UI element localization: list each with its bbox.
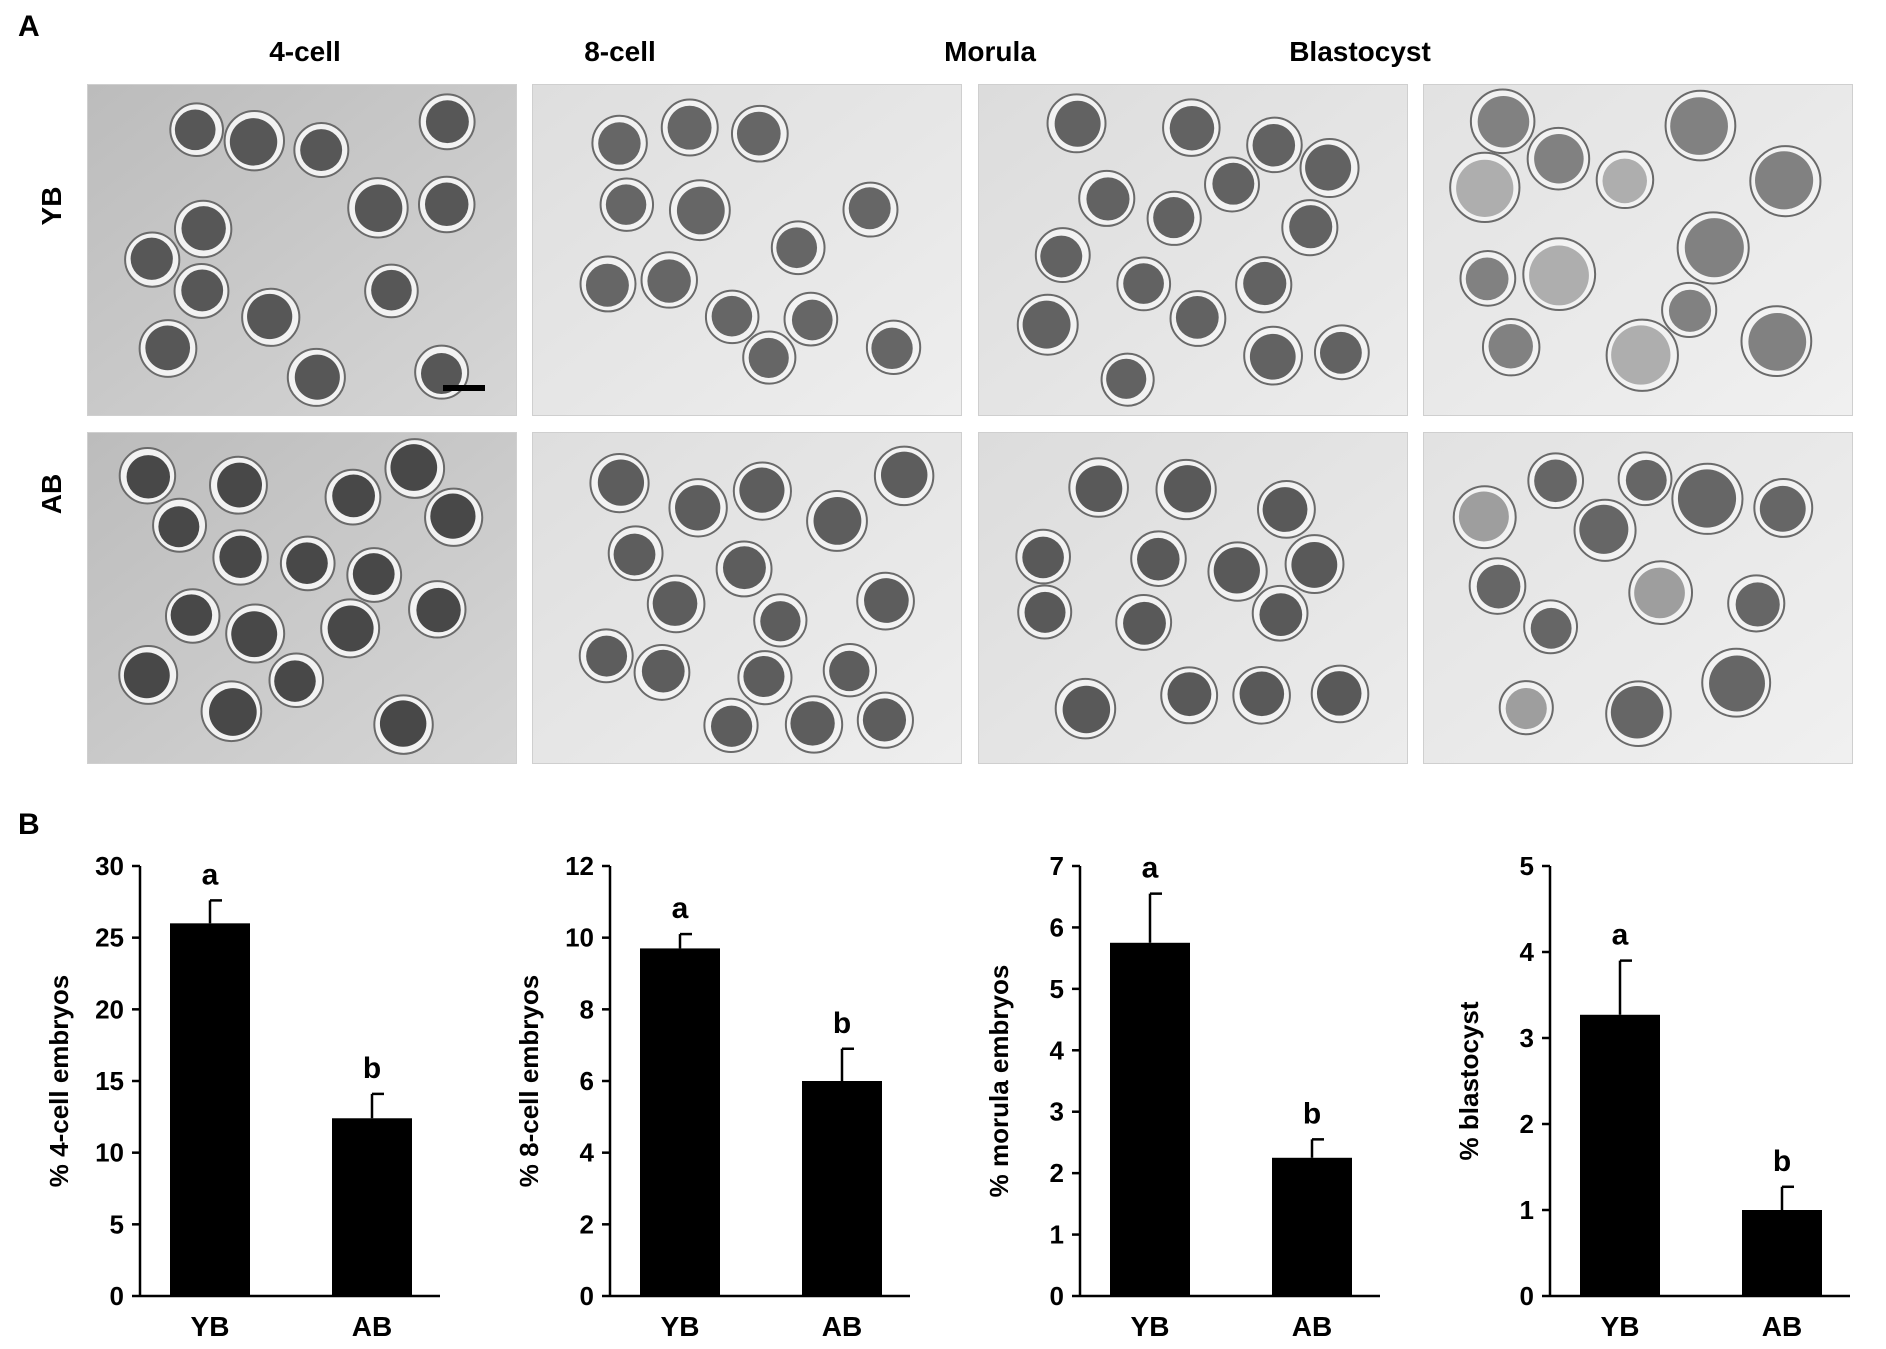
y-tick-label: 2 — [1520, 1109, 1534, 1139]
y-tick-label: 25 — [95, 923, 124, 953]
chart-plot-area: 0 5 10 15 20 25 30 % 4-cell embryos a YB b AB — [44, 851, 440, 1342]
y-axis-label: % blastocyst — [1454, 1001, 1484, 1160]
bar-ab — [802, 1081, 882, 1296]
y-tick-label: 5 — [110, 1209, 124, 1239]
significance-letter-yb: a — [1142, 852, 1159, 885]
column-title-morula: Morula — [944, 36, 1036, 67]
y-tick-label: 2 — [580, 1209, 594, 1239]
chart-4-cell-embryos: 0 5 10 15 20 25 30 % 4-cell embryos a YB b AB — [44, 851, 440, 1342]
micrograph-yb-8-cell — [532, 84, 962, 416]
y-tick-label: 6 — [580, 1066, 594, 1096]
y-tick-label: 3 — [1050, 1097, 1064, 1127]
significance-letter-ab: b — [833, 1007, 851, 1040]
micrograph-ab-8-cell — [532, 432, 962, 764]
bar-yb — [170, 923, 250, 1296]
row-label-yb: YB — [36, 186, 67, 226]
x-tick-label-ab: AB — [1762, 1311, 1802, 1342]
y-axis-label: % 4-cell embryos — [44, 975, 74, 1187]
significance-letter-yb: a — [672, 892, 689, 925]
y-tick-label: 15 — [95, 1066, 124, 1096]
micrograph-ab-morula — [978, 432, 1408, 764]
micrograph-ab-blastocyst — [1423, 432, 1853, 764]
y-tick-label: 5 — [1520, 851, 1534, 881]
y-axis-label: % morula embryos — [984, 965, 1014, 1198]
y-tick-label: 5 — [1050, 974, 1064, 1004]
bar-yb — [640, 948, 720, 1296]
bar-yb — [1110, 942, 1190, 1296]
micrograph-yb-4-cell — [87, 84, 517, 416]
chart-morula-embryos: 0 1 2 3 4 5 6 7 % morula embryos a YB b AB — [984, 851, 1380, 1342]
panel-label-a: A — [18, 10, 40, 43]
chart-plot-area: 0 1 2 3 4 5 % blastocyst a YB b AB — [1454, 851, 1850, 1342]
row-label-ab: AB — [36, 473, 67, 515]
chart-8-cell-embryos: 0 2 4 6 8 10 12 % 8-cell embryos a YB b AB — [514, 851, 910, 1342]
y-tick-label: 10 — [95, 1138, 124, 1168]
significance-letter-ab: b — [1303, 1097, 1321, 1130]
bar-yb — [1580, 1014, 1660, 1296]
y-tick-label: 30 — [95, 851, 124, 881]
x-tick-label-yb: YB — [1601, 1311, 1640, 1342]
y-tick-label: 1 — [1050, 1220, 1064, 1250]
y-tick-label: 4 — [580, 1138, 595, 1168]
micrograph-ab-4-cell — [87, 432, 517, 764]
y-tick-label: 2 — [1050, 1158, 1064, 1188]
y-tick-label: 12 — [565, 851, 594, 881]
y-tick-label: 0 — [1050, 1281, 1064, 1311]
column-title-blastocyst: Blastocyst — [1289, 36, 1431, 67]
x-tick-label-yb: YB — [191, 1311, 230, 1342]
y-tick-label: 1 — [1520, 1195, 1534, 1225]
micrograph-yb-blastocyst — [1423, 84, 1853, 416]
x-tick-label-yb: YB — [661, 1311, 700, 1342]
chart-blastocyst: 0 1 2 3 4 5 % blastocyst a YB b AB — [1454, 851, 1850, 1342]
micrograph-yb-morula — [978, 84, 1408, 416]
y-tick-label: 6 — [1050, 912, 1064, 942]
scale-bar — [443, 385, 485, 391]
significance-letter-yb: a — [1612, 919, 1629, 952]
bar-ab — [1742, 1210, 1822, 1296]
x-tick-label-ab: AB — [1292, 1311, 1332, 1342]
y-tick-label: 0 — [110, 1281, 124, 1311]
y-tick-label: 8 — [580, 994, 594, 1024]
x-tick-label-yb: YB — [1131, 1311, 1170, 1342]
chart-plot-area: 0 1 2 3 4 5 6 7 % morula embryos a YB b AB — [984, 851, 1380, 1342]
chart-plot-area: 0 2 4 6 8 10 12 % 8-cell embryos a YB b AB — [514, 851, 910, 1342]
y-axis-label: % 8-cell embryos — [514, 975, 544, 1187]
significance-letter-yb: a — [202, 858, 219, 891]
y-tick-label: 20 — [95, 994, 124, 1024]
x-tick-label-ab: AB — [352, 1311, 392, 1342]
y-tick-label: 10 — [565, 923, 594, 953]
x-tick-label-ab: AB — [822, 1311, 862, 1342]
panel-label-b: B — [18, 808, 40, 841]
y-tick-label: 4 — [1050, 1035, 1065, 1065]
significance-letter-ab: b — [1773, 1145, 1791, 1178]
y-tick-label: 0 — [1520, 1281, 1534, 1311]
y-tick-label: 4 — [1520, 937, 1535, 967]
y-tick-label: 0 — [580, 1281, 594, 1311]
significance-letter-ab: b — [363, 1052, 381, 1085]
y-tick-label: 3 — [1520, 1023, 1534, 1053]
bar-ab — [1272, 1157, 1352, 1296]
bar-ab — [332, 1118, 412, 1296]
y-tick-label: 7 — [1050, 851, 1064, 881]
column-title-8-cell: 8-cell — [584, 36, 656, 67]
column-title-4-cell: 4-cell — [269, 36, 341, 67]
